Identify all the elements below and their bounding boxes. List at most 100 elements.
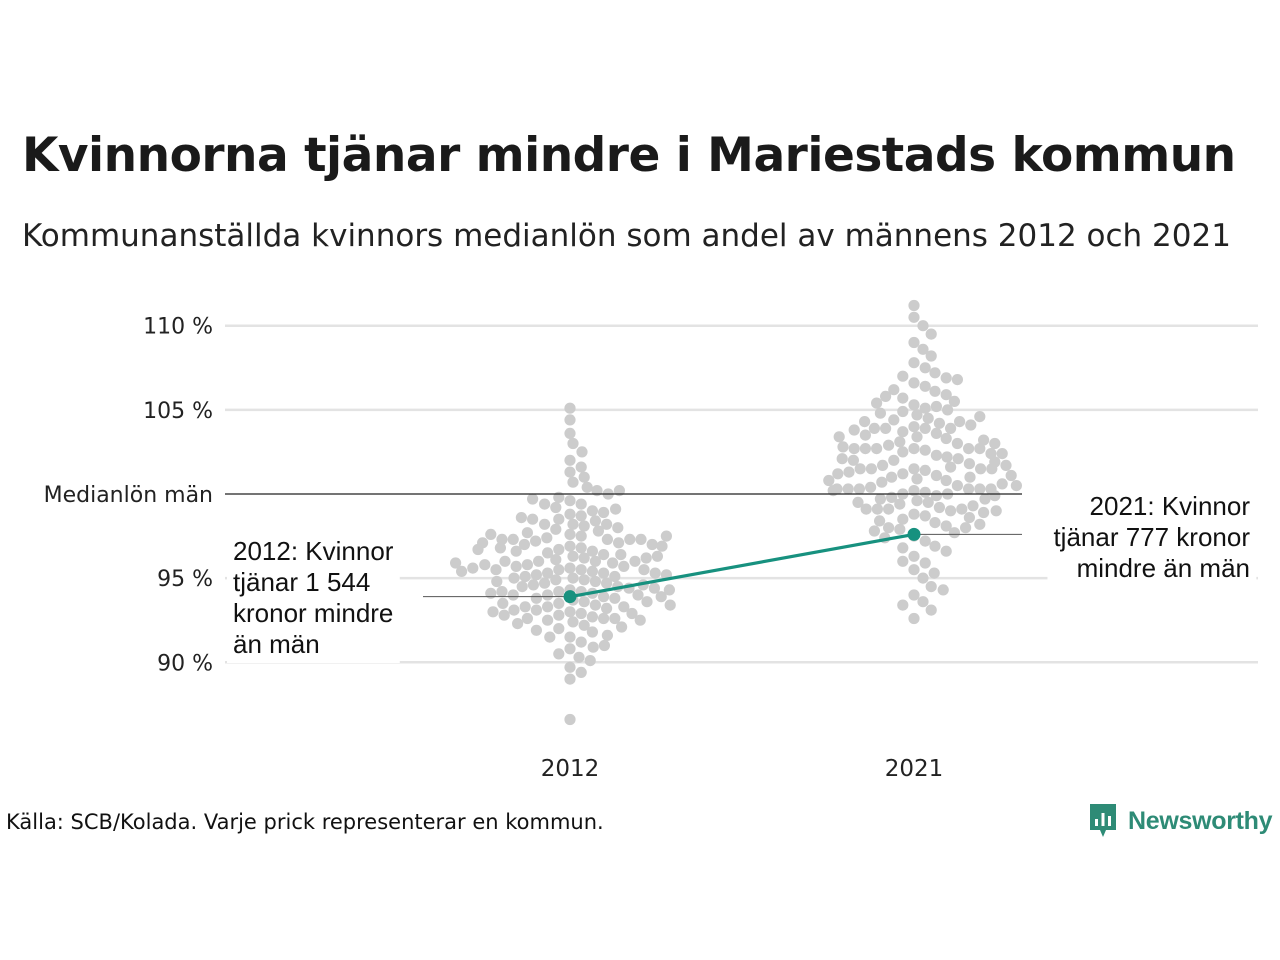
municipality-dot	[518, 538, 531, 551]
y-axis: 90 % 95 % Medianlön män 105 % 110 %	[44, 315, 213, 677]
municipality-dot	[940, 372, 952, 384]
municipality-dot	[963, 511, 976, 524]
municipality-dot	[567, 616, 579, 628]
municipality-dot	[930, 490, 943, 502]
municipality-dot	[586, 565, 599, 578]
municipality-dot	[967, 500, 979, 512]
municipality-dot	[911, 409, 923, 421]
municipality-dot	[908, 399, 920, 411]
municipality-dot	[575, 564, 587, 576]
municipality-dot	[897, 513, 909, 525]
municipality-dot	[567, 550, 579, 562]
municipality-dot	[965, 419, 977, 431]
municipality-dot	[648, 582, 661, 594]
municipality-dot	[996, 478, 1008, 490]
municipality-dot	[510, 545, 522, 557]
annotation-background	[1047, 487, 1257, 587]
municipality-dot	[859, 429, 872, 441]
municipality-dot	[929, 367, 941, 379]
municipality-dot	[592, 525, 605, 537]
municipality-dot	[575, 510, 587, 522]
y-tick-label: 95 %	[157, 567, 213, 592]
municipality-dot	[589, 555, 602, 567]
municipality-dot	[933, 501, 946, 514]
municipality-dot	[963, 483, 975, 495]
municipality-dot	[616, 621, 628, 633]
municipality-dot	[564, 673, 576, 685]
municipality-dot	[651, 550, 664, 562]
municipality-dot	[508, 604, 520, 616]
municipality-dot	[823, 474, 835, 487]
municipality-dot	[530, 592, 543, 604]
municipality-dot	[897, 599, 909, 611]
municipality-dot	[975, 463, 987, 475]
municipality-dot	[575, 542, 587, 554]
municipality-dot	[897, 555, 909, 567]
municipality-dot	[859, 443, 872, 455]
municipality-dot	[601, 602, 613, 615]
municipality-dot	[917, 320, 929, 332]
municipality-dot	[553, 543, 565, 556]
municipality-dot	[542, 589, 554, 601]
y-tick-label: 110 %	[143, 315, 213, 340]
municipality-dot	[564, 495, 576, 507]
municipality-dot	[908, 311, 920, 323]
municipality-dot	[874, 515, 886, 527]
municipality-dot	[626, 607, 638, 620]
municipality-dot	[635, 533, 647, 546]
municipality-dot	[837, 441, 849, 453]
municipality-dot	[917, 343, 929, 355]
municipality-dot	[1000, 459, 1012, 471]
municipality-dot	[852, 496, 864, 508]
municipality-dot	[550, 523, 562, 535]
municipality-dot	[550, 554, 562, 566]
municipality-dot	[586, 505, 599, 517]
municipality-dot	[544, 631, 556, 643]
municipality-dot	[553, 623, 565, 635]
municipality-dot	[897, 542, 909, 554]
municipality-dot	[928, 567, 940, 579]
municipality-dot	[573, 651, 585, 663]
municipality-dot	[578, 552, 590, 564]
municipality-dot	[564, 508, 576, 520]
municipality-dot	[485, 587, 497, 599]
municipality-dot	[974, 518, 986, 530]
municipality-dot	[601, 533, 614, 546]
municipality-dot	[917, 572, 929, 584]
municipality-dot	[951, 437, 964, 450]
municipality-dot	[539, 498, 551, 510]
municipality-dot	[908, 336, 920, 349]
municipality-dot	[945, 505, 957, 517]
municipality-dot	[567, 572, 579, 584]
municipality-dot	[922, 412, 934, 424]
municipality-dot	[880, 422, 892, 434]
municipality-dot	[487, 606, 499, 618]
municipality-dot	[930, 400, 943, 413]
municipality-dot	[553, 586, 565, 598]
municipality-dot	[634, 614, 646, 626]
municipality-dot	[575, 530, 587, 542]
municipality-dot	[575, 636, 587, 648]
municipality-dot	[874, 407, 887, 419]
municipality-dot	[638, 564, 650, 576]
municipality-dot	[930, 427, 943, 439]
municipality-dot	[641, 596, 653, 608]
municipality-dot	[833, 431, 845, 443]
municipality-dot	[919, 510, 931, 522]
municipality-dot	[584, 655, 596, 667]
annotation-line: tjänar 1 544	[233, 567, 370, 597]
municipality-dot	[883, 503, 895, 515]
municipality-dot	[919, 486, 931, 498]
annotation-leaders	[423, 533, 1022, 598]
municipality-dot	[940, 520, 952, 532]
municipality-dot	[940, 432, 952, 445]
municipality-dot	[989, 456, 1001, 468]
municipality-dot	[925, 581, 937, 593]
municipality-dot	[883, 522, 895, 534]
municipality-dot	[848, 443, 860, 455]
municipality-dot	[951, 480, 964, 492]
y-tick-label: Medianlön män	[44, 483, 213, 508]
municipality-dot	[450, 557, 462, 569]
municipality-dot	[871, 503, 884, 515]
municipality-dot	[933, 417, 946, 429]
